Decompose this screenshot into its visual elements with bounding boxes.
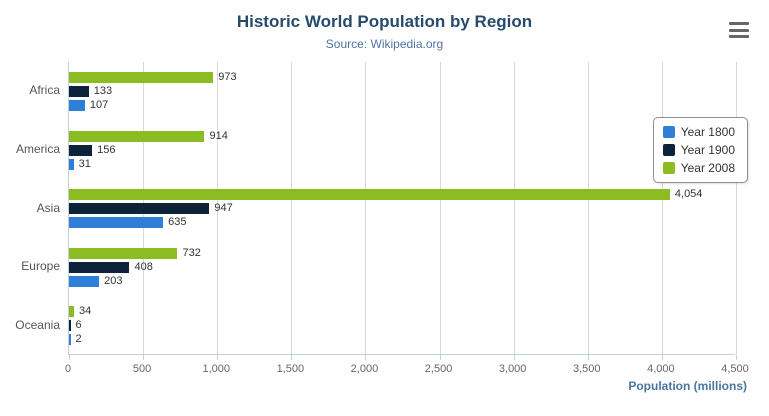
bar-year-1900-america[interactable] bbox=[69, 144, 93, 156]
legend-label: Year 1800 bbox=[680, 125, 735, 139]
data-label: 6 bbox=[75, 319, 82, 332]
bar-year-1800-america[interactable] bbox=[69, 158, 74, 170]
data-label: 107 bbox=[89, 99, 109, 111]
data-label: 914 bbox=[209, 129, 228, 142]
bar-year-2008-africa[interactable] bbox=[69, 72, 214, 83]
data-label: 133 bbox=[93, 85, 113, 97]
x-tick-label: 1,500 bbox=[276, 363, 305, 375]
hamburger-icon[interactable] bbox=[729, 22, 749, 38]
gridline bbox=[587, 62, 589, 354]
x-tick-label: 3,500 bbox=[573, 363, 601, 375]
chart-subtitle: Source: Wikipedia.org bbox=[325, 37, 444, 51]
bar-year-2008-oceania[interactable] bbox=[69, 306, 75, 318]
data-label: 156 bbox=[97, 143, 116, 156]
x-tick-label: 2,500 bbox=[424, 363, 453, 375]
bar-year-2008-asia[interactable] bbox=[69, 189, 670, 201]
legend-symbol bbox=[662, 162, 675, 174]
x-tick-label: 3,000 bbox=[498, 363, 527, 375]
data-label: 732 bbox=[182, 246, 201, 259]
x-axis-tick bbox=[69, 355, 70, 360]
data-label: 4,054 bbox=[674, 188, 703, 201]
hamburger-line bbox=[729, 28, 749, 32]
x-axis-tick bbox=[365, 355, 367, 360]
x-tick-label: 0 bbox=[64, 363, 72, 375]
x-axis-tick bbox=[439, 355, 441, 360]
legend-item-year-2008[interactable]: Year 2008 bbox=[662, 161, 735, 175]
bar-year-1900-europe[interactable] bbox=[69, 261, 130, 273]
data-label: 408 bbox=[134, 260, 153, 273]
y-category-label: Africa bbox=[29, 83, 60, 98]
gridline bbox=[217, 62, 219, 354]
data-label: 203 bbox=[104, 274, 123, 287]
x-tick-label: 4,500 bbox=[721, 363, 749, 375]
bar-year-1800-africa[interactable] bbox=[69, 100, 85, 111]
gridline bbox=[661, 62, 663, 354]
bar-year-1900-africa[interactable] bbox=[69, 86, 89, 97]
gridline bbox=[365, 62, 367, 354]
x-axis-tick bbox=[661, 355, 663, 360]
x-axis-title: Population (millions) bbox=[628, 379, 747, 393]
x-axis-tick bbox=[736, 355, 737, 360]
gridline bbox=[291, 62, 293, 354]
bar-year-1900-asia[interactable] bbox=[69, 203, 210, 215]
data-label: 947 bbox=[214, 202, 233, 215]
legend-item-year-1900[interactable]: Year 1900 bbox=[662, 143, 735, 157]
x-axis-tick bbox=[291, 355, 293, 360]
gridline bbox=[736, 62, 737, 354]
x-tick-label: 1,000 bbox=[202, 363, 230, 375]
hamburger-line bbox=[729, 35, 749, 38]
data-label: 635 bbox=[168, 216, 187, 229]
x-tick-label: 500 bbox=[132, 363, 152, 375]
bar-year-1900-oceania[interactable] bbox=[69, 320, 71, 332]
plot-area: 973 133 107 914 156 31 4,054 947 635 732 408 203 34 6… bbox=[68, 62, 737, 360]
x-tick-label: 2,000 bbox=[350, 363, 379, 375]
legend: Year 1800 Year 1900 Year 2008 bbox=[652, 117, 748, 183]
x-axis-tick bbox=[513, 355, 515, 360]
chart-title: Historic World Population by Region bbox=[236, 12, 533, 31]
y-category-label: Oceania bbox=[15, 317, 60, 332]
data-label: 2 bbox=[75, 333, 82, 346]
y-category-label: America bbox=[15, 141, 60, 156]
gridline bbox=[513, 62, 515, 354]
x-axis-tick bbox=[587, 355, 589, 360]
legend-label: Year 2008 bbox=[680, 161, 735, 175]
gridline bbox=[439, 62, 441, 354]
x-axis-tick bbox=[143, 355, 145, 360]
legend-item-year-1800[interactable]: Year 1800 bbox=[662, 125, 735, 139]
data-label: 31 bbox=[78, 157, 91, 170]
bar-year-2008-america[interactable] bbox=[69, 130, 205, 142]
bar-year-1800-asia[interactable] bbox=[69, 217, 164, 229]
y-category-label: Europe bbox=[21, 259, 60, 274]
bar-year-1800-oceania[interactable] bbox=[69, 334, 71, 346]
bar-year-2008-europe[interactable] bbox=[69, 247, 178, 259]
legend-label: Year 1900 bbox=[680, 143, 735, 157]
x-tick-label: 4,000 bbox=[647, 363, 675, 375]
y-category-label: Asia bbox=[36, 200, 60, 215]
legend-symbol bbox=[662, 144, 675, 156]
x-axis-tick bbox=[217, 355, 219, 360]
hamburger-line bbox=[729, 22, 749, 25]
bar-year-1800-europe[interactable] bbox=[69, 275, 100, 287]
legend-symbol bbox=[662, 126, 675, 138]
data-label: 34 bbox=[79, 305, 92, 318]
data-label: 973 bbox=[218, 71, 237, 83]
